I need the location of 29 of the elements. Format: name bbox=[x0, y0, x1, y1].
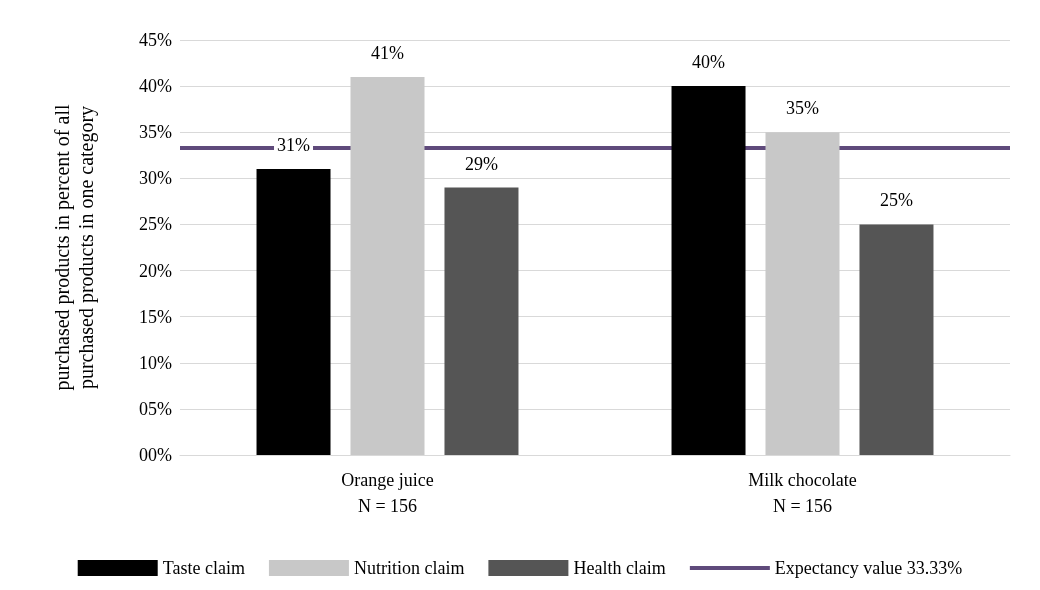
bar bbox=[765, 132, 840, 455]
data-label: 31% bbox=[277, 135, 311, 156]
data-label: 35% bbox=[786, 98, 819, 119]
y-tick-label: 20% bbox=[139, 260, 172, 281]
bar bbox=[256, 169, 331, 455]
legend-label: Taste claim bbox=[162, 558, 245, 578]
y-tick-label: 05% bbox=[139, 398, 172, 419]
y-tick-label: 10% bbox=[139, 352, 172, 373]
x-tick-label: Orange juice N = 156 bbox=[341, 470, 434, 516]
y-tick-label: 00% bbox=[139, 445, 172, 465]
data-label: 29% bbox=[464, 153, 498, 174]
y-tick-label: 35% bbox=[139, 122, 172, 143]
y-tick-label: 45% bbox=[139, 30, 172, 50]
legend-label: Health claim bbox=[573, 558, 666, 578]
legend-label: Nutrition claim bbox=[353, 558, 465, 578]
data-label: 40% bbox=[692, 52, 726, 73]
y-tick-label: 30% bbox=[139, 168, 172, 189]
x-tick-label: Milk chocolate N = 156 bbox=[748, 470, 857, 516]
data-label: 41% bbox=[371, 42, 404, 63]
y-tick-label: 40% bbox=[139, 76, 172, 97]
y-axis-title: purchased products in percent of all purchased products in one category bbox=[51, 104, 98, 391]
bar bbox=[859, 224, 934, 455]
bar bbox=[671, 86, 746, 455]
y-tick-label: 25% bbox=[139, 214, 172, 235]
legend-label: Expectancy value 33.33% bbox=[774, 558, 963, 578]
bar bbox=[350, 76, 425, 455]
bar bbox=[444, 187, 519, 455]
y-tick-label: 15% bbox=[139, 306, 172, 327]
data-label: 25% bbox=[879, 190, 913, 211]
